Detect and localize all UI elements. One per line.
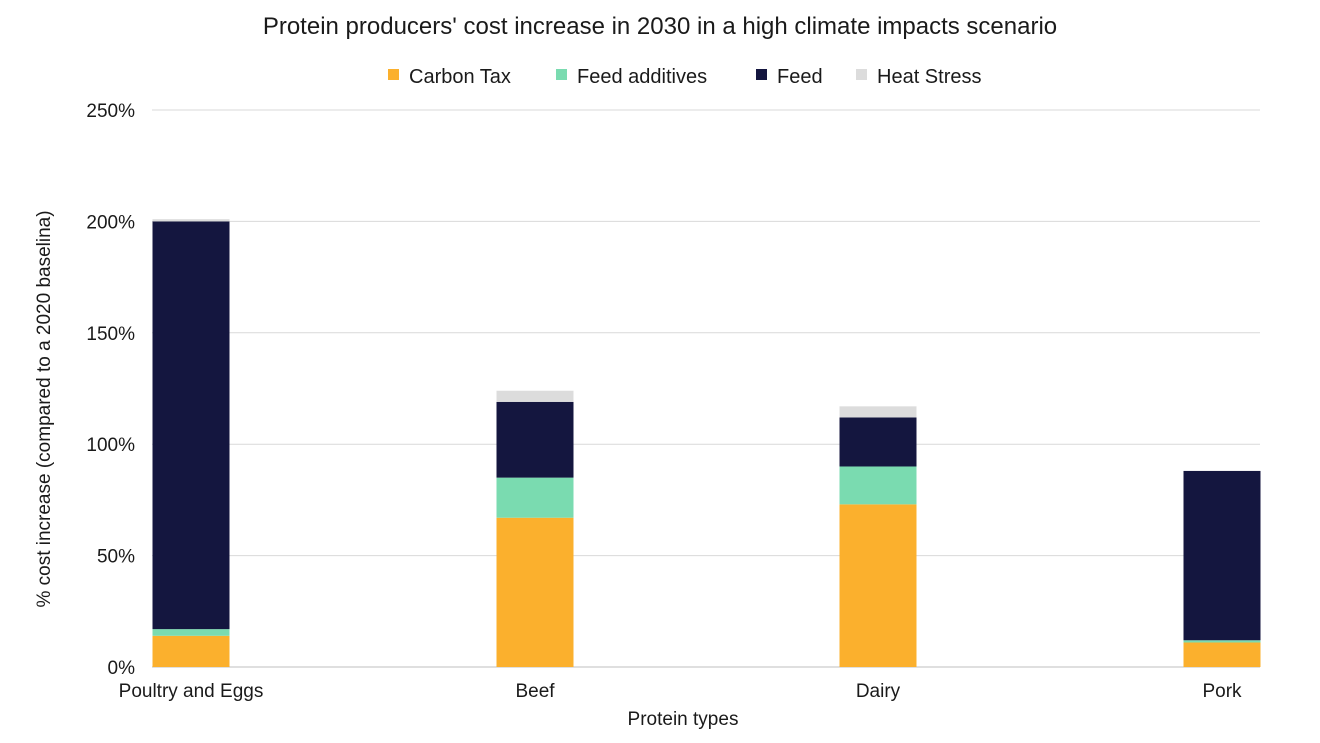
bar-segment <box>1183 642 1261 667</box>
y-tick-label: 250% <box>86 101 135 122</box>
legend-label: Carbon Tax <box>409 66 511 88</box>
bar-segment <box>496 401 574 478</box>
legend-swatch <box>856 69 867 80</box>
legend-swatch <box>388 69 399 80</box>
bar-segment <box>152 629 230 636</box>
bar-segment <box>496 517 574 667</box>
y-tick-label: 0% <box>108 658 136 679</box>
bar-segment <box>839 417 917 467</box>
x-axis-label: Protein types <box>628 709 739 730</box>
x-tick-label: Beef <box>515 681 555 702</box>
legend-label: Feed additives <box>577 66 707 88</box>
bar-segment <box>839 466 917 505</box>
x-tick-label: Poultry and Eggs <box>119 681 264 702</box>
bar-segment <box>839 504 917 667</box>
y-tick-label: 150% <box>86 324 135 345</box>
chart-title: Protein producers' cost increase in 2030… <box>263 13 1057 40</box>
y-tick-label: 200% <box>86 212 135 233</box>
bar-segment <box>496 390 574 402</box>
x-axis-ticks: Poultry and Eggs Beef Dairy Pork <box>119 681 1242 702</box>
x-tick-label: Pork <box>1202 681 1242 702</box>
gridlines <box>152 109 1260 668</box>
bar-segment <box>152 635 230 667</box>
bar-segment <box>1183 470 1261 641</box>
x-tick-label: Dairy <box>856 681 901 702</box>
y-axis-ticks: 0% 50% 100% 150% 200% 250% <box>86 101 135 679</box>
bar-segment <box>1183 640 1261 643</box>
legend-label: Heat Stress <box>877 66 981 88</box>
bars <box>152 219 1261 667</box>
y-tick-label: 100% <box>86 435 135 456</box>
bar-segment <box>152 219 230 222</box>
bar-segment <box>496 477 574 518</box>
legend: Carbon Tax Feed additives Feed Heat Stress <box>388 66 981 88</box>
legend-swatch <box>756 69 767 80</box>
bar-segment <box>152 221 230 630</box>
legend-label: Feed <box>777 66 823 88</box>
y-axis-label: % cost increase (compared to a 2020 base… <box>34 210 55 607</box>
y-tick-label: 50% <box>97 547 135 568</box>
bar-segment <box>839 406 917 418</box>
legend-swatch <box>556 69 567 80</box>
